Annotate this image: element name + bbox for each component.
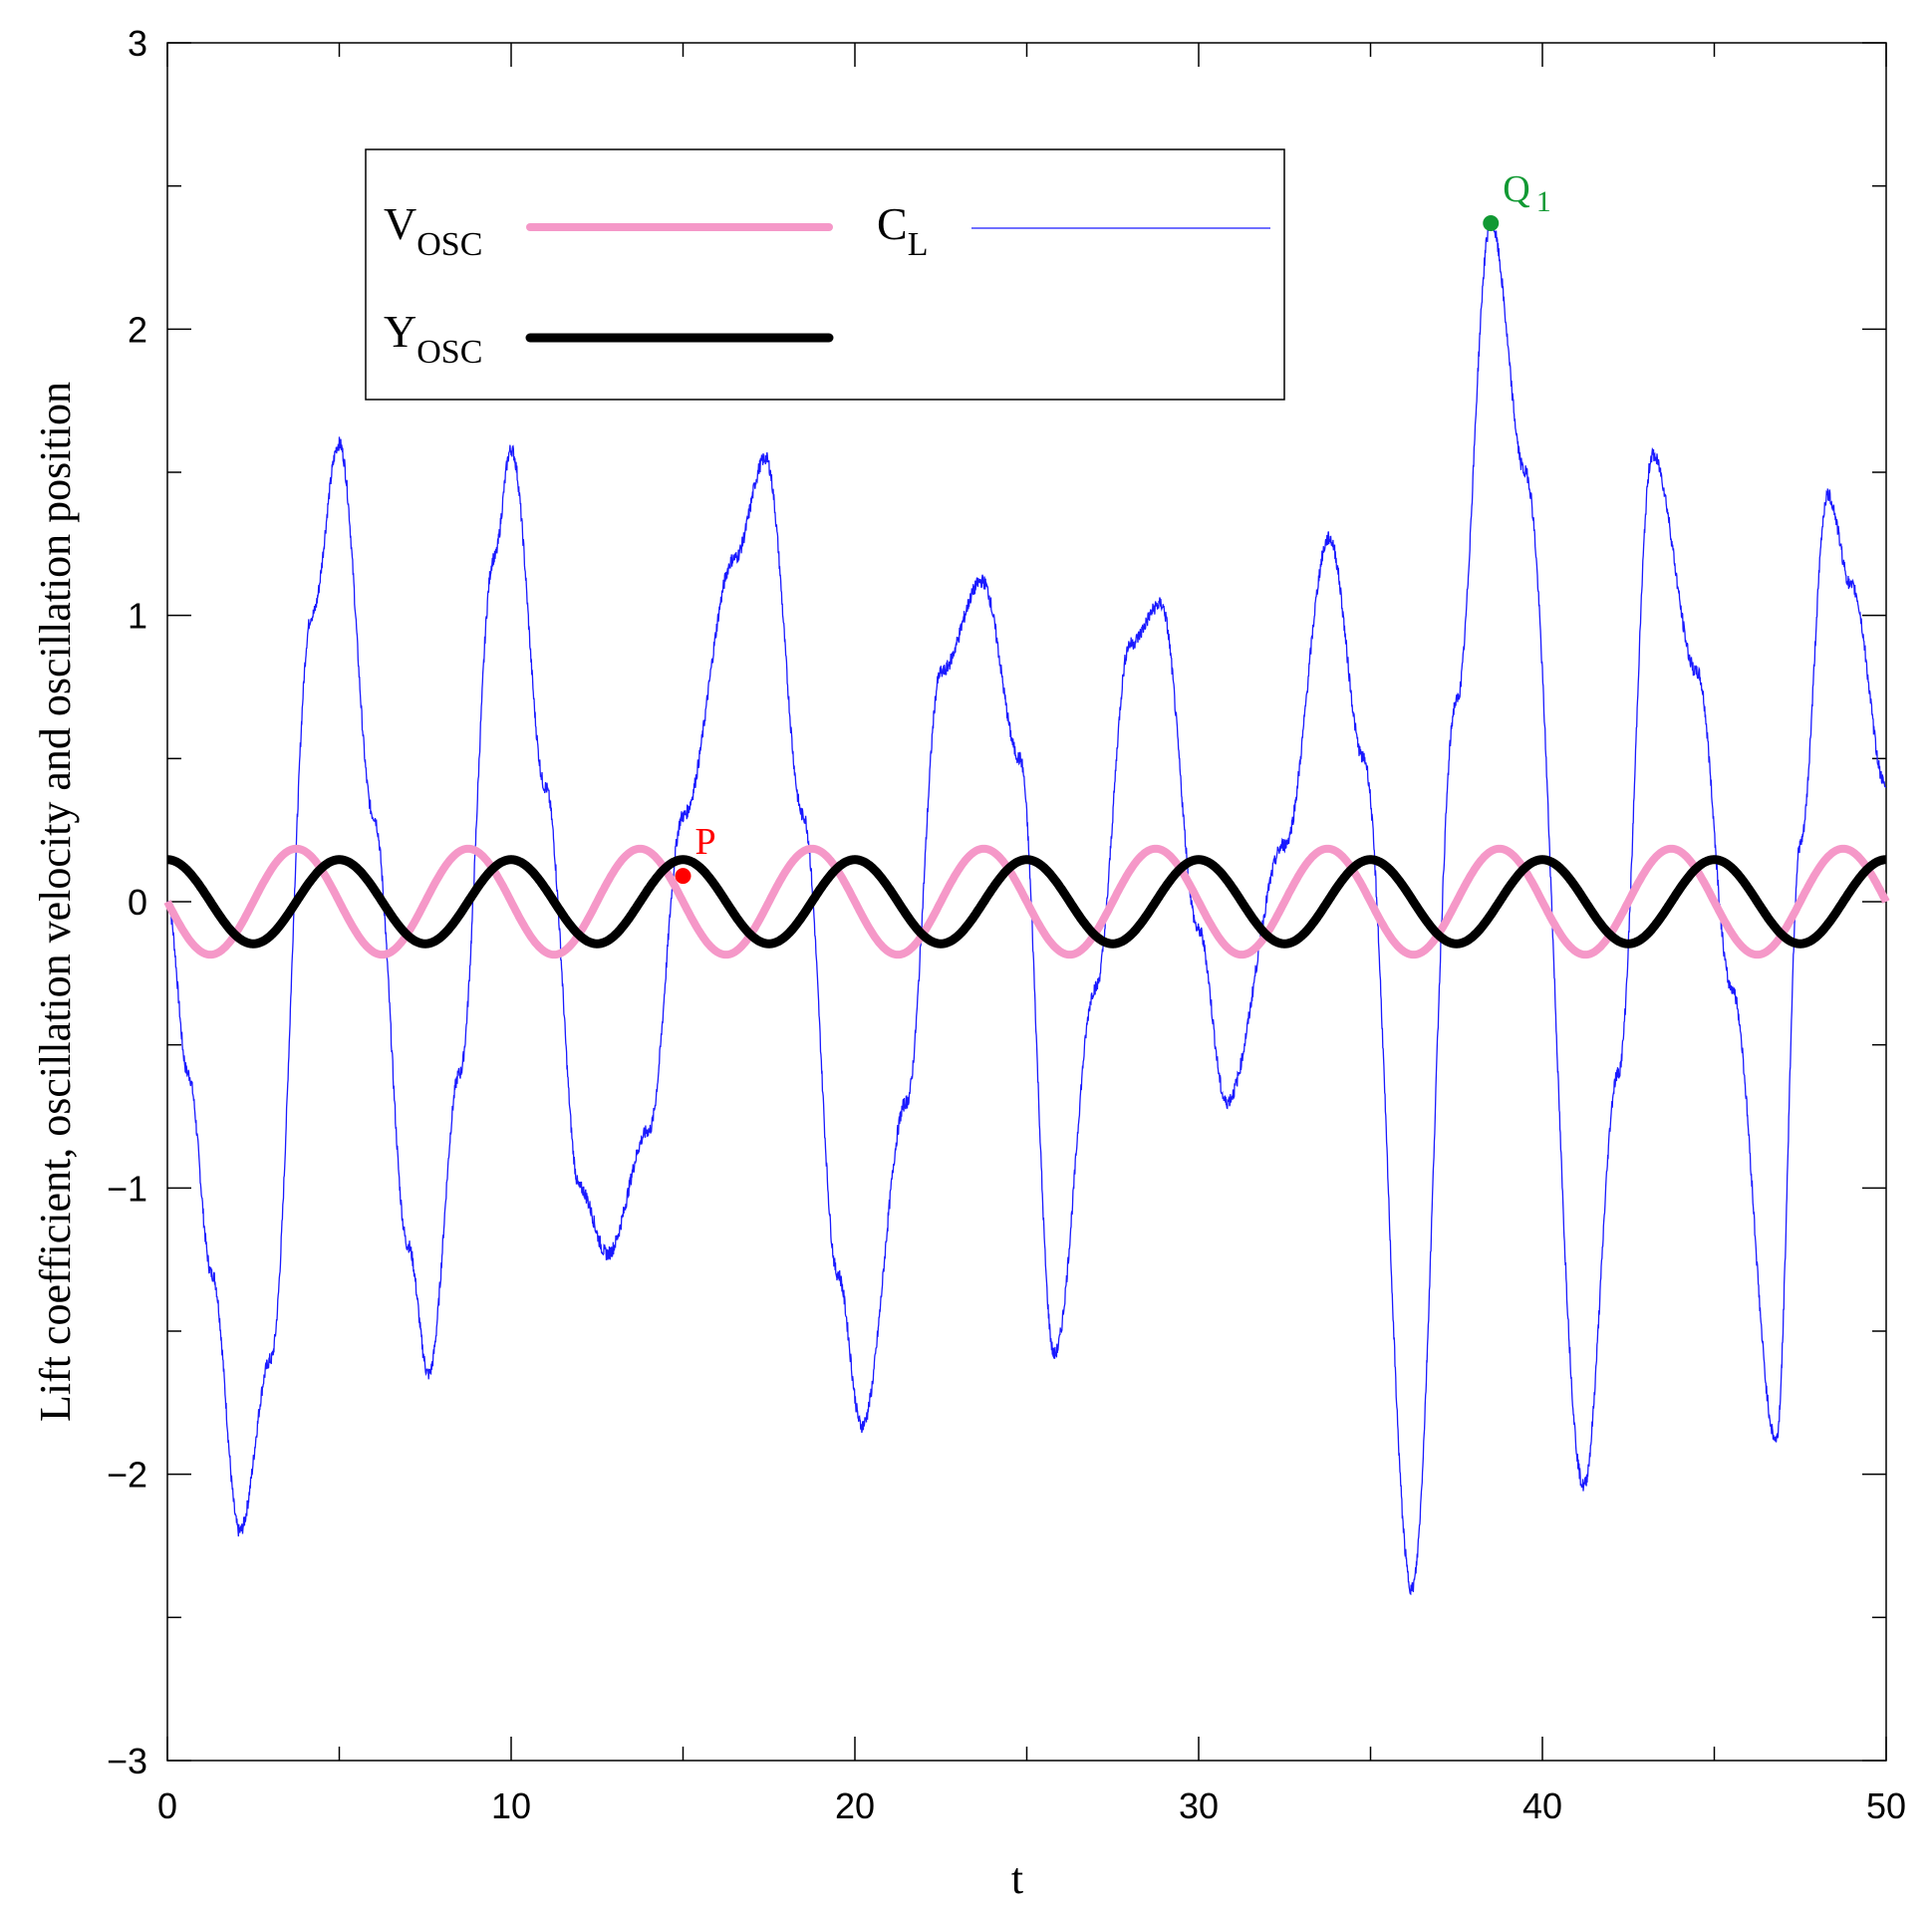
x-axis-title: t — [1011, 1854, 1023, 1903]
legend: VOSC CL YOSC — [365, 148, 1285, 401]
legend-label-yosc: YOSC — [384, 306, 482, 371]
annotation-label-p: P — [695, 821, 716, 863]
y-axis-title: Lift coefficient, oscillation velocity a… — [31, 382, 80, 1422]
y-tick-label: −1 — [107, 1168, 147, 1209]
y-tick-label: 2 — [128, 309, 147, 350]
series-layer — [163, 218, 1890, 1596]
annotation-layer: P Q 1 — [675, 168, 1551, 885]
annotation-point-p — [675, 868, 691, 885]
axis-ticks — [166, 42, 1887, 1762]
x-tick-label: 10 — [491, 1785, 531, 1826]
x-tick-label: 50 — [1866, 1785, 1906, 1826]
legend-box — [365, 148, 1285, 401]
legend-label-cl: CL — [877, 198, 928, 263]
series-line-yosc — [163, 855, 1890, 949]
y-tick-label: 0 — [128, 882, 147, 923]
x-tick-label: 0 — [157, 1785, 177, 1826]
x-tick-label: 20 — [835, 1785, 875, 1826]
legend-label-vosc: VOSC — [384, 198, 482, 263]
axis-tick-labels: 0 10 20 30 40 50 −3 −2 −1 0 1 2 3 — [107, 23, 1906, 1826]
y-tick-label: −3 — [107, 1741, 147, 1781]
y-tick-label: 3 — [128, 23, 147, 64]
series-line-cl — [166, 218, 1887, 1596]
annotation-point-q — [1483, 215, 1500, 232]
series-line-vosc — [163, 844, 1890, 959]
y-tick-label: −2 — [107, 1455, 147, 1496]
x-tick-label: 30 — [1179, 1785, 1219, 1826]
x-tick-label: 40 — [1522, 1785, 1562, 1826]
y-tick-label: 1 — [128, 596, 147, 637]
